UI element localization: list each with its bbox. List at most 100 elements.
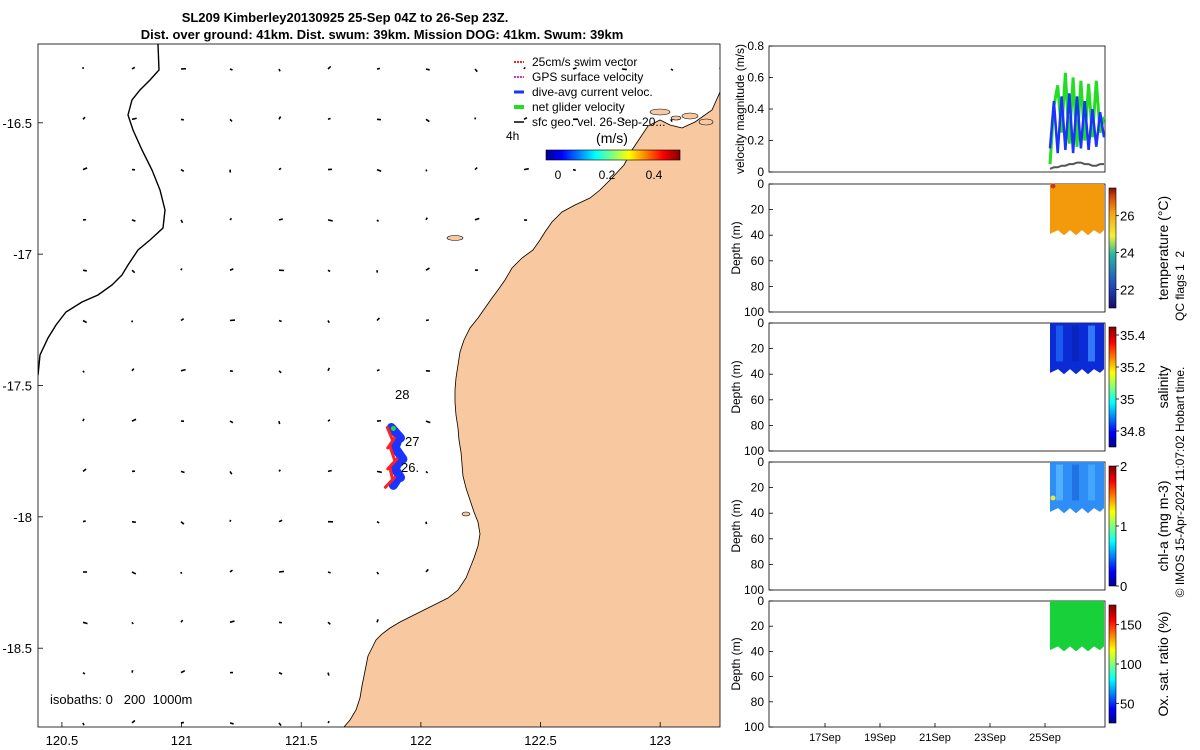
map-x-tick-label: 121.5 xyxy=(285,733,318,748)
geostrophic-vector xyxy=(131,269,136,274)
map-y-axis: -16.5 -17 -17.5 -18 -18.5 xyxy=(2,116,43,656)
velocity-y-tick-label: 0 xyxy=(757,165,764,179)
geostrophic-vector xyxy=(327,269,331,273)
geostrophic-vector xyxy=(425,118,430,123)
legend-label-geostrophic: sfc geo. vel. 26-Sep-20... xyxy=(532,115,665,129)
salinity-qc-flags-label: QC flags 1 2 xyxy=(1173,251,1187,321)
depth-axes xyxy=(768,461,1106,591)
geostrophic-vector xyxy=(327,720,330,724)
geostrophic-vector xyxy=(474,68,478,73)
map-colorbar: (m/s) 0 0.2 0.4 xyxy=(545,130,681,182)
geostrophic-vector xyxy=(523,116,528,120)
map-y-tick-label: -18.5 xyxy=(2,641,32,656)
map-legend: 25cm/s swim vector GPS surface velocity … xyxy=(506,55,665,143)
colorbar-tick-label: 35.2 xyxy=(1120,360,1145,375)
geostrophic-vector xyxy=(229,569,233,573)
geostrophic-vector xyxy=(572,67,577,70)
colorbar-tick-label: 0 xyxy=(1120,579,1127,594)
island xyxy=(681,112,699,120)
geostrophic-vector xyxy=(278,68,281,72)
geostrophic-vector xyxy=(82,418,85,422)
track-label-26: 26. xyxy=(401,460,419,475)
depth-y-tick-label: 100 xyxy=(744,444,764,458)
depth-y-tick-label: 0 xyxy=(757,455,764,469)
depth-y-tick-label: 0 xyxy=(757,594,764,608)
depth-y-tick-label: 80 xyxy=(751,418,765,432)
geostrophic-vector xyxy=(82,520,86,523)
geostrophic-vector xyxy=(327,419,331,422)
colorbar xyxy=(1108,187,1117,309)
geostrophic-vector xyxy=(229,268,234,271)
geostrophic-vector xyxy=(180,318,185,322)
legend-annotation-4h: 4h xyxy=(506,129,519,143)
geostrophic-vector xyxy=(180,268,183,271)
time-x-tick-label: 25Sep xyxy=(1029,732,1061,744)
depth-y-tick-label: 60 xyxy=(751,254,765,268)
geostrophic-vector xyxy=(425,319,429,322)
depth-y-tick-label: 20 xyxy=(751,342,765,356)
island xyxy=(446,235,464,241)
geostrophic-vector xyxy=(425,217,428,221)
geostrophic-vector xyxy=(376,317,381,322)
profile-stripe xyxy=(1056,325,1063,362)
geostrophic-vector xyxy=(180,571,183,574)
track-label-28: 28 xyxy=(395,387,409,402)
colorbar-tick-label: 1 xyxy=(1120,519,1127,534)
coastline xyxy=(343,91,720,727)
geostrophic-vector xyxy=(82,468,87,473)
geostrophic-vector xyxy=(82,269,87,272)
map-x-tick-label: 121 xyxy=(171,733,193,748)
geostrophic-vector xyxy=(82,167,88,171)
time-x-tick-label: 21Sep xyxy=(919,732,951,744)
geostrophic-vector xyxy=(82,671,86,675)
geostrophic-vector xyxy=(572,168,576,172)
velocity-y-tick-label: 0.8 xyxy=(747,39,764,53)
geostrophic-vector xyxy=(327,219,333,222)
geostrophic-vector xyxy=(425,420,431,424)
geostrophic-vector xyxy=(327,367,331,372)
depth-y-tick-label: 20 xyxy=(751,619,765,633)
depth-ylabel: Depth (m) xyxy=(729,499,743,552)
geostrophic-vector xyxy=(229,118,233,122)
geostrophic-vector xyxy=(278,671,283,675)
geostrophic-vector xyxy=(425,169,428,172)
geostrophic-vector xyxy=(180,669,186,674)
depth-axes xyxy=(768,322,1106,452)
colorbar xyxy=(1108,604,1117,724)
geostrophic-vector xyxy=(327,117,331,121)
geostrophic-vector xyxy=(425,470,429,474)
colorbar-tick-label: 2 xyxy=(1120,459,1127,474)
geostrophic-vector xyxy=(131,368,135,372)
depth-y-tick-label: 80 xyxy=(751,557,765,571)
colorbar xyxy=(1108,326,1117,448)
velocity-series-line xyxy=(1048,93,1106,154)
profile-stripe xyxy=(1088,325,1095,362)
geostrophic-vector xyxy=(376,571,380,575)
geostrophic-vector xyxy=(180,219,184,224)
figure-title-line2: Dist. over ground: 41km. Dist. swum: 39k… xyxy=(141,27,624,42)
depth-panel: 0 20 40 60 80 100 Depth (m) 22 24 26 temperature (… xyxy=(729,177,1171,319)
geostrophic-vector xyxy=(278,469,281,472)
colorbar-label: Ox. sat. ratio (%) xyxy=(1155,611,1171,716)
swim-vector xyxy=(383,475,397,489)
glider-track xyxy=(383,423,408,490)
geostrophic-vector xyxy=(131,520,136,524)
geostrophic-vector xyxy=(131,219,136,222)
time-x-tick-label: 23Sep xyxy=(974,732,1006,744)
geostrophic-vector xyxy=(82,116,86,120)
geostrophic-vector xyxy=(327,65,332,70)
velocity-y-axis: 0 0.2 0.4 0.6 0.8 xyxy=(747,39,773,179)
colorbar-tick-label: 35 xyxy=(1120,392,1134,407)
profile-stripe xyxy=(1056,464,1063,501)
geostrophic-vector xyxy=(229,68,233,71)
geostrophic-vector xyxy=(376,619,379,623)
colorbar-tick-label: 150 xyxy=(1120,618,1142,633)
profile-stripe xyxy=(1088,464,1095,501)
map-colorbar-gradient xyxy=(545,149,681,161)
geostrophic-vector xyxy=(621,68,627,71)
map-panel: 120.5 121 121.5 122 122.5 123 -16.5-17-17.5-1… xyxy=(2,43,721,748)
depth-y-tick-label: 100 xyxy=(744,305,764,319)
geostrophic-vector xyxy=(278,218,283,221)
island xyxy=(670,115,682,121)
geostrophic-vector xyxy=(180,470,185,474)
